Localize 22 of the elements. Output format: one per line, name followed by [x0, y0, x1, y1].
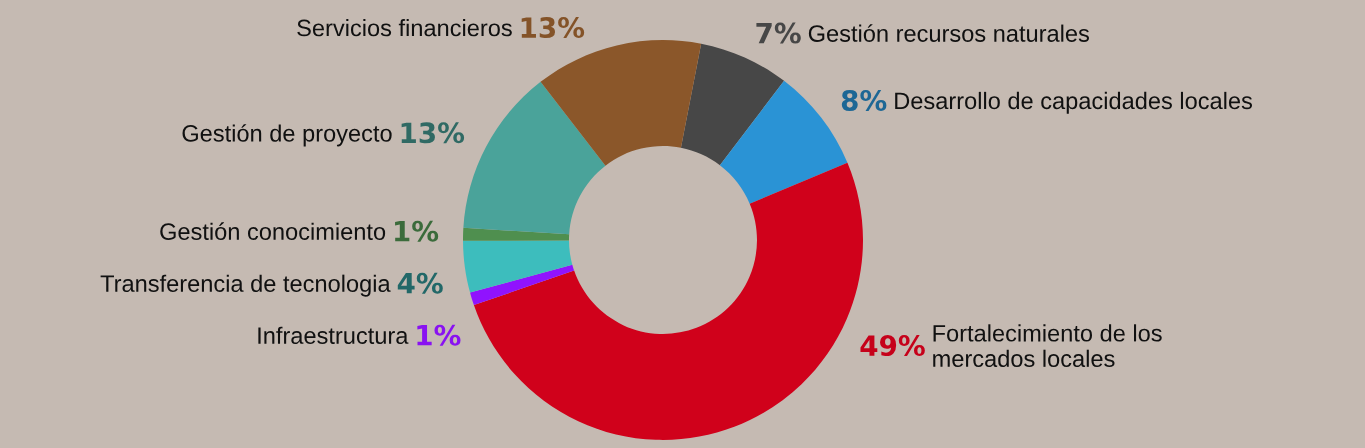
slice-label: Transferencia de tecnologia	[100, 274, 391, 297]
donut-slice	[680, 43, 785, 166]
donut-slice	[463, 240, 573, 293]
slice-label: Gestión conocimiento	[160, 222, 386, 240]
slice-label: Infraestructura	[258, 326, 409, 344]
data-label: 1%	[395, 220, 439, 242]
donut-slice	[540, 40, 702, 166]
slice-label: Servicios financieros	[297, 19, 512, 37]
data-label: 13%	[401, 122, 465, 144]
slice-label: Desarrollo de capacidades locales	[895, 91, 1253, 114]
slice-label: Fortalecimiento de los mercados locales	[933, 324, 1162, 368]
donut-slice	[470, 264, 575, 306]
data-label: 7%	[756, 22, 801, 44]
data-label: 49%	[860, 335, 925, 357]
data-label: 4%	[397, 272, 443, 294]
slice-label: Gestión de proyecto	[182, 124, 392, 147]
data-label: 1%	[417, 324, 461, 346]
donut-slice	[463, 81, 606, 235]
slice-label: Gestión recursos naturales	[808, 24, 1089, 42]
data-label: 8%	[841, 89, 887, 111]
donut-slice	[463, 227, 570, 241]
data-label: 13%	[521, 17, 585, 39]
